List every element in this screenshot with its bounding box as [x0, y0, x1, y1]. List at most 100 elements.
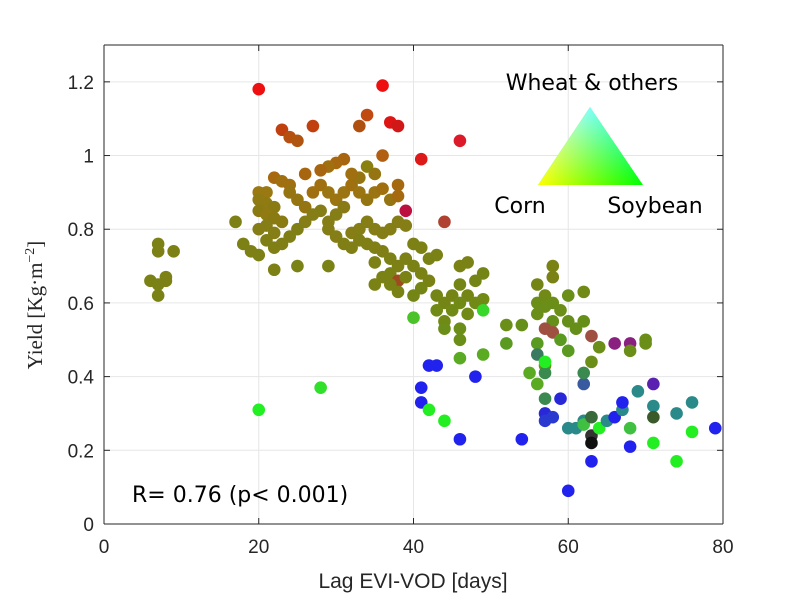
data-point-138: [368, 278, 382, 291]
legend-label-soybean: Soybean: [607, 194, 702, 219]
x-tick-label-2: 40: [403, 537, 424, 558]
data-point-76: [151, 245, 165, 258]
data-point-98: [368, 256, 382, 269]
data-point-172: [577, 315, 591, 328]
ternary-triangle-wheat: [538, 107, 643, 185]
data-point-49: [391, 189, 405, 203]
data-point-160: [546, 270, 560, 284]
data-point-46: [376, 182, 389, 195]
data-point-118: [453, 278, 467, 291]
legend-label-corn: Corn: [494, 194, 545, 219]
data-point-67: [236, 237, 250, 251]
legend-label-wheat-others: Wheat & others: [506, 71, 679, 96]
y-tick-label-2: 0.4: [68, 368, 95, 389]
data-point-71: [322, 259, 335, 273]
data-point-174: [592, 340, 606, 354]
data-points: [144, 79, 722, 498]
data-point-144: [430, 359, 444, 372]
data-point-120: [461, 256, 474, 269]
data-point-132: [453, 322, 467, 336]
data-point-209: [631, 385, 645, 398]
data-point-159: [546, 259, 560, 273]
y-tick-label-0: 0: [83, 515, 94, 536]
data-point-134: [407, 311, 420, 324]
data-point-103: [414, 241, 428, 254]
x-tick-label-3: 60: [558, 537, 579, 558]
data-point-133: [453, 333, 467, 347]
data-point-141: [476, 348, 490, 361]
data-point-13: [376, 149, 389, 162]
data-point-5: [391, 119, 405, 133]
data-point-147: [422, 403, 436, 417]
data-point-203: [616, 396, 629, 409]
data-point-73: [314, 381, 327, 394]
grid-lines: [104, 45, 723, 524]
data-point-220: [708, 421, 722, 435]
data-point-198: [561, 484, 575, 498]
data-point-175: [585, 355, 598, 369]
data-point-204: [608, 337, 621, 350]
axis-ticks: 0 20 40 60 80 0 0.2 0.4 0.6 0.8 1 1.2: [68, 45, 734, 558]
data-point-18: [298, 167, 312, 181]
data-point-64: [260, 233, 273, 247]
data-point-166: [561, 289, 575, 302]
data-point-173: [585, 329, 598, 343]
y-tick-label-6: 1.2: [68, 73, 94, 94]
data-point-153: [515, 318, 529, 332]
y-tick-label-1: 0.2: [68, 441, 94, 462]
data-point-154: [531, 278, 544, 291]
data-point-152: [500, 337, 513, 350]
data-point-212: [647, 377, 660, 391]
data-point-9: [306, 119, 320, 133]
data-point-48: [391, 178, 405, 192]
data-point-179: [538, 366, 552, 380]
data-point-148: [438, 414, 451, 428]
data-point-91: [399, 219, 413, 232]
data-point-105: [430, 248, 444, 262]
data-point-176: [531, 337, 544, 350]
data-point-219: [685, 425, 699, 439]
data-point-207: [623, 421, 637, 435]
data-point-208: [623, 440, 637, 453]
data-point-7: [360, 108, 374, 122]
x-tick-label-4: 80: [712, 537, 733, 558]
data-point-135: [476, 303, 490, 317]
data-point-3: [414, 152, 428, 166]
y-tick-label-4: 0.8: [68, 220, 94, 241]
data-point-214: [647, 410, 660, 424]
data-point-197: [585, 455, 598, 468]
data-point-69: [267, 263, 281, 277]
data-point-80: [151, 289, 165, 302]
data-point-218: [685, 396, 699, 409]
data-point-70: [291, 259, 304, 273]
data-point-145: [414, 381, 428, 394]
data-point-186: [538, 355, 552, 369]
data-point-213: [647, 399, 660, 413]
data-point-112: [399, 270, 413, 284]
data-point-192: [577, 377, 591, 391]
data-point-51: [368, 167, 382, 181]
data-point-150: [515, 432, 529, 446]
data-point-122: [469, 274, 482, 288]
x-tick-label-1: 20: [248, 537, 269, 558]
data-point-32: [252, 222, 266, 236]
data-point-181: [531, 377, 544, 391]
data-point-12: [291, 134, 304, 148]
data-point-126: [430, 303, 444, 317]
data-point-2: [453, 134, 467, 148]
data-point-8: [353, 119, 366, 133]
data-point-171: [577, 285, 591, 299]
data-point-17: [314, 163, 327, 177]
data-point-149: [453, 432, 467, 446]
data-point-137: [383, 278, 397, 291]
y-tick-label-5: 1: [83, 147, 94, 168]
data-point-216: [670, 407, 683, 420]
data-point-211: [639, 337, 652, 350]
data-point-129: [453, 296, 467, 310]
data-point-6: [399, 204, 413, 218]
data-point-53: [345, 167, 358, 181]
data-point-77: [167, 245, 180, 258]
data-point-151: [500, 318, 513, 332]
data-point-130: [461, 307, 474, 321]
